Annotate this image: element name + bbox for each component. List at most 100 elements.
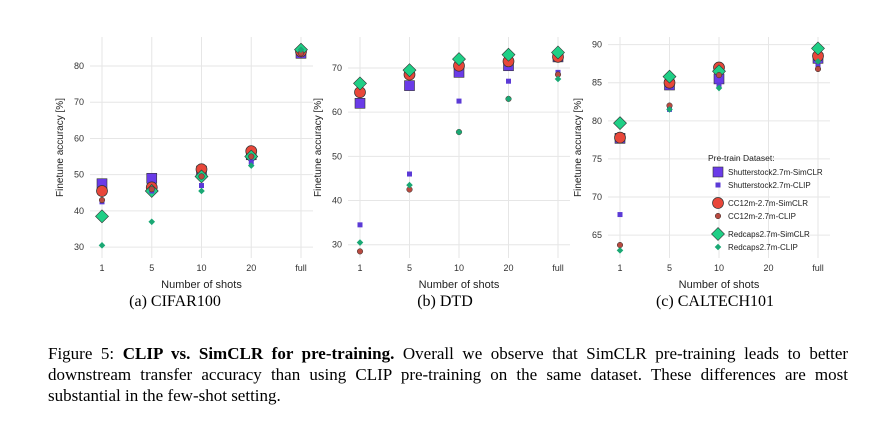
x-tick-label: 20 bbox=[763, 263, 773, 273]
x-tick-label: 5 bbox=[667, 263, 672, 273]
chart-panel-0: 30 40 50 60 70 80 1 5 10 20 full Number of shots Fin… bbox=[55, 37, 313, 291]
data-point bbox=[198, 187, 205, 195]
legend-title: Pre-train Dataset: bbox=[708, 153, 775, 163]
subcaption-cifar100: (a) CIFAR100 bbox=[129, 293, 221, 310]
x-tick-label: 10 bbox=[714, 263, 724, 273]
data-point bbox=[506, 78, 511, 84]
data-point bbox=[551, 45, 565, 60]
y-tick-label: 50 bbox=[74, 170, 84, 180]
figure-caption-text: Overall we observe that SimCLR pre-train… bbox=[48, 344, 849, 405]
y-axis-label: Finetune accuracy [%] bbox=[313, 98, 324, 197]
y-tick-label: 30 bbox=[74, 242, 84, 252]
data-point bbox=[198, 173, 205, 180]
data-point bbox=[353, 76, 367, 91]
figure-charts: 30 40 50 60 70 80 1 5 10 20 full Number of shots Fin… bbox=[55, 37, 830, 291]
data-point bbox=[297, 46, 305, 53]
legend-marker bbox=[714, 212, 722, 220]
x-tick-label: full bbox=[812, 263, 824, 273]
data-point bbox=[98, 242, 106, 249]
data-point bbox=[354, 98, 366, 109]
data-point bbox=[616, 241, 624, 249]
y-axis-label: Finetune accuracy [%] bbox=[573, 98, 584, 197]
data-point bbox=[96, 185, 108, 197]
y-tick-label: 90 bbox=[592, 40, 602, 50]
chart-panel-1: 30 40 50 60 70 1 5 10 20 full Number of shots Finet… bbox=[313, 37, 570, 291]
data-point bbox=[554, 75, 562, 83]
figure-caption: Figure 5: CLIP vs. SimCLR for pre-traini… bbox=[48, 343, 848, 406]
y-tick-label: 50 bbox=[332, 151, 342, 161]
data-point bbox=[455, 128, 463, 136]
data-point bbox=[199, 183, 204, 189]
x-tick-label: 10 bbox=[196, 263, 206, 273]
data-point bbox=[715, 72, 723, 79]
data-point bbox=[617, 212, 623, 218]
data-point bbox=[666, 106, 673, 113]
x-tick-label: 5 bbox=[407, 263, 412, 273]
data-point bbox=[501, 47, 516, 62]
y-tick-label: 65 bbox=[592, 230, 602, 240]
data-point bbox=[662, 69, 677, 84]
y-tick-label: 85 bbox=[592, 78, 602, 88]
x-tick-label: full bbox=[295, 263, 307, 273]
legend-marker bbox=[715, 182, 721, 188]
data-point bbox=[95, 209, 109, 224]
legend-label: Shutterstock2.7m-CLIP bbox=[728, 181, 811, 190]
y-axis-label: Finetune accuracy [%] bbox=[55, 98, 66, 197]
x-tick-label: 1 bbox=[357, 263, 362, 273]
legend-marker bbox=[711, 227, 725, 241]
data-point bbox=[248, 153, 255, 160]
data-point bbox=[456, 98, 462, 104]
legend-marker bbox=[712, 197, 724, 209]
y-tick-label: 70 bbox=[332, 63, 342, 73]
y-tick-label: 60 bbox=[332, 107, 342, 117]
chart-panel-2: 65 70 75 80 85 90 1 5 10 20 full Number of shots Fin… bbox=[573, 37, 830, 291]
x-tick-label: 1 bbox=[99, 263, 104, 273]
data-point bbox=[148, 218, 156, 226]
y-tick-label: 75 bbox=[592, 154, 602, 164]
data-point bbox=[715, 84, 723, 92]
x-axis-label: Number of shots bbox=[679, 279, 760, 291]
data-point bbox=[407, 171, 412, 177]
y-tick-label: 80 bbox=[74, 61, 84, 71]
data-point bbox=[613, 116, 627, 131]
x-tick-label: 20 bbox=[246, 263, 256, 273]
data-point bbox=[98, 196, 106, 204]
subcaption-dtd: (b) DTD bbox=[417, 293, 473, 310]
y-tick-label: 70 bbox=[592, 192, 602, 202]
data-point bbox=[148, 186, 155, 193]
x-tick-label: full bbox=[552, 263, 564, 273]
y-tick-label: 40 bbox=[74, 206, 84, 216]
data-point bbox=[356, 239, 364, 246]
x-tick-label: 5 bbox=[149, 263, 154, 273]
figure-caption-label: Figure 5: bbox=[48, 344, 115, 363]
y-tick-label: 70 bbox=[74, 97, 84, 107]
data-point bbox=[404, 80, 415, 91]
subcaption-caltech101: (c) CALTECH101 bbox=[655, 293, 775, 310]
legend-label: Redcaps2.7m-CLIP bbox=[728, 243, 798, 252]
data-point bbox=[814, 65, 822, 73]
x-tick-label: 1 bbox=[617, 263, 622, 273]
figure-caption-bold: CLIP vs. SimCLR for pre-training. bbox=[122, 344, 395, 363]
x-axis-label: Number of shots bbox=[161, 279, 242, 291]
y-tick-label: 30 bbox=[332, 240, 342, 250]
legend-label: Shutterstock2.7m-SimCLR bbox=[728, 168, 823, 177]
legend-label: Redcaps2.7m-SimCLR bbox=[728, 230, 810, 239]
data-point bbox=[247, 162, 255, 169]
data-point bbox=[616, 247, 624, 254]
data-point bbox=[505, 95, 512, 103]
y-tick-label: 80 bbox=[592, 116, 602, 126]
x-tick-label: 20 bbox=[503, 263, 513, 273]
data-point bbox=[811, 41, 825, 56]
legend-label: CC12m-2.7m-CLIP bbox=[728, 212, 796, 221]
data-point bbox=[614, 131, 626, 144]
legend-marker bbox=[714, 243, 722, 251]
data-point bbox=[357, 222, 363, 228]
y-tick-label: 40 bbox=[332, 196, 342, 206]
data-point bbox=[814, 58, 822, 65]
data-point bbox=[452, 52, 466, 67]
x-axis-label: Number of shots bbox=[419, 279, 500, 291]
x-tick-label: 10 bbox=[454, 263, 464, 273]
legend-label: CC12m-2.7m-SimCLR bbox=[728, 199, 808, 208]
data-point bbox=[248, 159, 254, 165]
legend-marker bbox=[712, 166, 724, 178]
